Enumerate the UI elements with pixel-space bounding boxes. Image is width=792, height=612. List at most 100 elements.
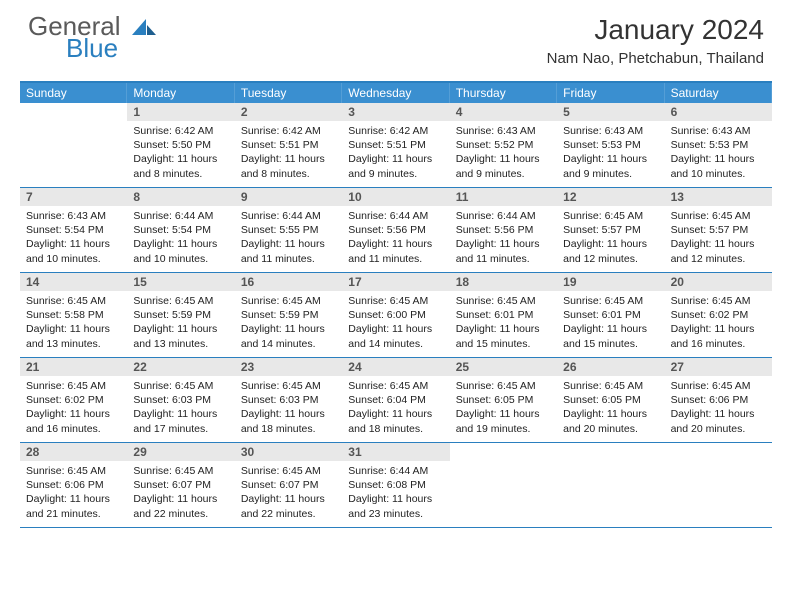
day-details: Sunrise: 6:45 AMSunset: 6:03 PMDaylight:… — [235, 376, 342, 440]
sunrise-line: Sunrise: 6:42 AM — [133, 124, 228, 138]
daylight-line: Daylight: 11 hours and 21 minutes. — [26, 492, 121, 520]
day-cell: 3Sunrise: 6:42 AMSunset: 5:51 PMDaylight… — [342, 103, 449, 187]
sunset-line: Sunset: 6:02 PM — [26, 393, 121, 407]
day-cell: 30Sunrise: 6:45 AMSunset: 6:07 PMDayligh… — [235, 443, 342, 527]
sunrise-line: Sunrise: 6:45 AM — [26, 464, 121, 478]
sunrise-line: Sunrise: 6:45 AM — [26, 379, 121, 393]
daylight-line: Daylight: 11 hours and 9 minutes. — [456, 152, 551, 180]
day-details: Sunrise: 6:45 AMSunset: 6:06 PMDaylight:… — [665, 376, 772, 440]
sunrise-line: Sunrise: 6:45 AM — [671, 209, 766, 223]
daylight-line: Daylight: 11 hours and 10 minutes. — [671, 152, 766, 180]
daylight-line: Daylight: 11 hours and 10 minutes. — [133, 237, 228, 265]
sunset-line: Sunset: 5:58 PM — [26, 308, 121, 322]
sunrise-line: Sunrise: 6:45 AM — [671, 294, 766, 308]
day-number: 9 — [235, 188, 342, 206]
daylight-line: Daylight: 11 hours and 13 minutes. — [133, 322, 228, 350]
day-cell: 19Sunrise: 6:45 AMSunset: 6:01 PMDayligh… — [557, 273, 664, 357]
day-details: Sunrise: 6:43 AMSunset: 5:54 PMDaylight:… — [20, 206, 127, 270]
day-details: Sunrise: 6:45 AMSunset: 6:04 PMDaylight:… — [342, 376, 449, 440]
sunrise-line: Sunrise: 6:44 AM — [348, 209, 443, 223]
location: Nam Nao, Phetchabun, Thailand — [547, 50, 764, 67]
daylight-line: Daylight: 11 hours and 20 minutes. — [563, 407, 658, 435]
day-cell — [665, 443, 772, 527]
sunset-line: Sunset: 6:02 PM — [671, 308, 766, 322]
day-details: Sunrise: 6:44 AMSunset: 5:54 PMDaylight:… — [127, 206, 234, 270]
sunset-line: Sunset: 5:51 PM — [241, 138, 336, 152]
sunset-line: Sunset: 5:55 PM — [241, 223, 336, 237]
daylight-line: Daylight: 11 hours and 13 minutes. — [26, 322, 121, 350]
day-details: Sunrise: 6:42 AMSunset: 5:51 PMDaylight:… — [342, 121, 449, 185]
sunset-line: Sunset: 5:57 PM — [671, 223, 766, 237]
day-cell: 28Sunrise: 6:45 AMSunset: 6:06 PMDayligh… — [20, 443, 127, 527]
day-number: 26 — [557, 358, 664, 376]
sunset-line: Sunset: 6:01 PM — [563, 308, 658, 322]
day-cell — [450, 443, 557, 527]
day-number: 4 — [450, 103, 557, 121]
day-number: 22 — [127, 358, 234, 376]
sunrise-line: Sunrise: 6:45 AM — [133, 464, 228, 478]
day-number: 28 — [20, 443, 127, 461]
daylight-line: Daylight: 11 hours and 10 minutes. — [26, 237, 121, 265]
day-cell: 11Sunrise: 6:44 AMSunset: 5:56 PMDayligh… — [450, 188, 557, 272]
sunrise-line: Sunrise: 6:45 AM — [133, 379, 228, 393]
day-details: Sunrise: 6:45 AMSunset: 6:07 PMDaylight:… — [235, 461, 342, 525]
day-cell: 16Sunrise: 6:45 AMSunset: 5:59 PMDayligh… — [235, 273, 342, 357]
daylight-line: Daylight: 11 hours and 16 minutes. — [671, 322, 766, 350]
sunset-line: Sunset: 6:07 PM — [241, 478, 336, 492]
daylight-line: Daylight: 11 hours and 17 minutes. — [133, 407, 228, 435]
sunrise-line: Sunrise: 6:45 AM — [348, 379, 443, 393]
sunrise-line: Sunrise: 6:45 AM — [563, 379, 658, 393]
day-cell: 26Sunrise: 6:45 AMSunset: 6:05 PMDayligh… — [557, 358, 664, 442]
week-row: 28Sunrise: 6:45 AMSunset: 6:06 PMDayligh… — [20, 443, 772, 528]
day-details: Sunrise: 6:43 AMSunset: 5:53 PMDaylight:… — [557, 121, 664, 185]
sunrise-line: Sunrise: 6:43 AM — [563, 124, 658, 138]
day-details: Sunrise: 6:45 AMSunset: 5:57 PMDaylight:… — [665, 206, 772, 270]
day-number: 6 — [665, 103, 772, 121]
day-number: 10 — [342, 188, 449, 206]
daylight-line: Daylight: 11 hours and 23 minutes. — [348, 492, 443, 520]
sunrise-line: Sunrise: 6:44 AM — [133, 209, 228, 223]
sunrise-line: Sunrise: 6:45 AM — [671, 379, 766, 393]
daylight-line: Daylight: 11 hours and 18 minutes. — [348, 407, 443, 435]
sunset-line: Sunset: 5:50 PM — [133, 138, 228, 152]
sunset-line: Sunset: 5:51 PM — [348, 138, 443, 152]
day-number: 23 — [235, 358, 342, 376]
daylight-line: Daylight: 11 hours and 9 minutes. — [348, 152, 443, 180]
sunset-line: Sunset: 5:59 PM — [241, 308, 336, 322]
sunrise-line: Sunrise: 6:43 AM — [456, 124, 551, 138]
daylight-line: Daylight: 11 hours and 15 minutes. — [563, 322, 658, 350]
calendar: SundayMondayTuesdayWednesdayThursdayFrid… — [20, 81, 772, 528]
sunset-line: Sunset: 5:57 PM — [563, 223, 658, 237]
day-details: Sunrise: 6:44 AMSunset: 5:56 PMDaylight:… — [450, 206, 557, 270]
weekday-header: Monday — [127, 83, 234, 103]
daylight-line: Daylight: 11 hours and 9 minutes. — [563, 152, 658, 180]
daylight-line: Daylight: 11 hours and 22 minutes. — [133, 492, 228, 520]
day-details: Sunrise: 6:45 AMSunset: 6:01 PMDaylight:… — [557, 291, 664, 355]
daylight-line: Daylight: 11 hours and 12 minutes. — [563, 237, 658, 265]
day-cell: 4Sunrise: 6:43 AMSunset: 5:52 PMDaylight… — [450, 103, 557, 187]
month-title: January 2024 — [547, 14, 764, 46]
sunrise-line: Sunrise: 6:45 AM — [133, 294, 228, 308]
day-cell: 17Sunrise: 6:45 AMSunset: 6:00 PMDayligh… — [342, 273, 449, 357]
sunset-line: Sunset: 5:59 PM — [133, 308, 228, 322]
sunrise-line: Sunrise: 6:45 AM — [348, 294, 443, 308]
day-cell: 5Sunrise: 6:43 AMSunset: 5:53 PMDaylight… — [557, 103, 664, 187]
daylight-line: Daylight: 11 hours and 11 minutes. — [241, 237, 336, 265]
day-details: Sunrise: 6:45 AMSunset: 6:05 PMDaylight:… — [450, 376, 557, 440]
sunset-line: Sunset: 5:53 PM — [671, 138, 766, 152]
day-number: 27 — [665, 358, 772, 376]
day-cell: 8Sunrise: 6:44 AMSunset: 5:54 PMDaylight… — [127, 188, 234, 272]
sunrise-line: Sunrise: 6:45 AM — [241, 464, 336, 478]
sunrise-line: Sunrise: 6:45 AM — [563, 294, 658, 308]
day-number: 25 — [450, 358, 557, 376]
day-cell: 6Sunrise: 6:43 AMSunset: 5:53 PMDaylight… — [665, 103, 772, 187]
sunset-line: Sunset: 5:56 PM — [348, 223, 443, 237]
sunrise-line: Sunrise: 6:45 AM — [26, 294, 121, 308]
day-number: 20 — [665, 273, 772, 291]
sunrise-line: Sunrise: 6:45 AM — [241, 294, 336, 308]
day-number: 11 — [450, 188, 557, 206]
day-details: Sunrise: 6:43 AMSunset: 5:53 PMDaylight:… — [665, 121, 772, 185]
day-details: Sunrise: 6:45 AMSunset: 5:59 PMDaylight:… — [127, 291, 234, 355]
weekday-header-row: SundayMondayTuesdayWednesdayThursdayFrid… — [20, 83, 772, 103]
daylight-line: Daylight: 11 hours and 12 minutes. — [671, 237, 766, 265]
